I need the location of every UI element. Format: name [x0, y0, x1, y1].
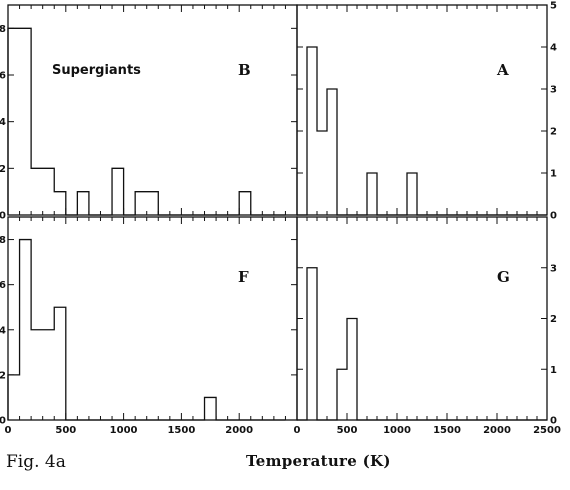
histogram-bin: [43, 330, 55, 420]
histogram-outline: [7, 27, 286, 216]
panel-frame: [296, 4, 548, 216]
y-tick-label: 3: [550, 85, 557, 96]
panel-letter: G: [497, 268, 510, 286]
histogram-bin: [54, 307, 66, 420]
y-tick-label: 4: [0, 325, 6, 336]
histogram-outline: [297, 46, 547, 216]
y-tick-label: 2: [0, 164, 6, 175]
panel-letter: B: [238, 61, 251, 79]
y-tick-label: 0: [550, 416, 557, 427]
histogram-bin: [77, 192, 89, 215]
y-tick-label: 0: [0, 211, 6, 222]
y-tick-label: 6: [0, 71, 6, 82]
histogram-bin: [407, 173, 417, 215]
histogram-bin: [54, 192, 66, 215]
x-axis-title: Temperature (K): [246, 452, 391, 470]
y-tick-label: 1: [550, 169, 557, 180]
histogram-outline: [297, 267, 547, 421]
y-tick-label: 4: [550, 43, 557, 54]
panel-b: 0 2 4 6 8 B Supergiants: [0, 4, 298, 222]
x-tick-label: 0: [294, 425, 301, 436]
histogram-outline: [7, 238, 286, 421]
x-tick-label: 2000: [225, 425, 253, 436]
panel-letter: F: [238, 268, 249, 286]
y-tick-label: 8: [0, 235, 6, 246]
supergiants-label: Supergiants: [52, 63, 141, 78]
x-tick-label: 1500: [433, 425, 461, 436]
histogram-bin: [307, 268, 317, 420]
histogram-bin: [112, 168, 124, 215]
histogram-bin: [337, 369, 347, 420]
histogram-bin: [20, 240, 32, 420]
histogram-bin: [43, 168, 55, 215]
histogram-bin: [8, 375, 20, 420]
histogram-bin: [31, 168, 43, 215]
x-tick-label: 1000: [383, 425, 411, 436]
histogram-bin: [307, 47, 317, 215]
panel-frame: [7, 216, 298, 421]
x-tick-label: 1000: [110, 425, 138, 436]
panel-frame: [7, 4, 298, 216]
histogram-figure: 0 2 4 6 8 B Supergiants 0 1 2 3 4 5 A 0 2 4 6 8 0 500 1000 1…: [0, 1, 561, 437]
panel-frame: [296, 216, 548, 421]
y-tick-label: 1: [550, 365, 557, 376]
y-tick-label: 8: [0, 24, 6, 35]
histogram-bin: [147, 192, 159, 215]
y-tick-label: 3: [550, 263, 557, 274]
histogram-bin: [31, 330, 43, 420]
panel-letter: A: [496, 61, 509, 79]
histogram-bin: [327, 89, 337, 215]
histogram-bin: [347, 319, 357, 421]
x-tick-label: 2000: [483, 425, 511, 436]
panel-g: 0 1 2 3 0 500 1000 1500 2000 2500 G: [294, 216, 561, 436]
histogram-bin: [317, 131, 327, 215]
histogram-bin: [135, 192, 147, 215]
x-tick-label: 2500: [533, 425, 561, 436]
y-tick-label: 2: [0, 370, 6, 381]
x-tick-label: 500: [337, 425, 358, 436]
y-tick-label: 5: [550, 1, 557, 12]
panel-f: 0 2 4 6 8 0 500 1000 1500 2000 F: [0, 216, 298, 436]
figure-caption: Fig. 4a: [6, 452, 66, 472]
x-tick-label: 1500: [167, 425, 195, 436]
x-tick-label: 500: [55, 425, 76, 436]
panel-a: 0 1 2 3 4 5 A: [296, 1, 557, 222]
histogram-bin: [239, 192, 251, 215]
y-tick-label: 0: [550, 211, 557, 222]
histogram-bin: [205, 397, 217, 420]
y-tick-label: 6: [0, 280, 6, 291]
y-tick-label: 4: [0, 117, 6, 128]
histogram-bin: [367, 173, 377, 215]
y-tick-label: 0: [0, 416, 6, 427]
y-tick-label: 2: [550, 127, 557, 138]
histogram-bin: [20, 28, 32, 215]
y-tick-label: 2: [550, 314, 557, 325]
x-tick-label: 0: [5, 425, 12, 436]
